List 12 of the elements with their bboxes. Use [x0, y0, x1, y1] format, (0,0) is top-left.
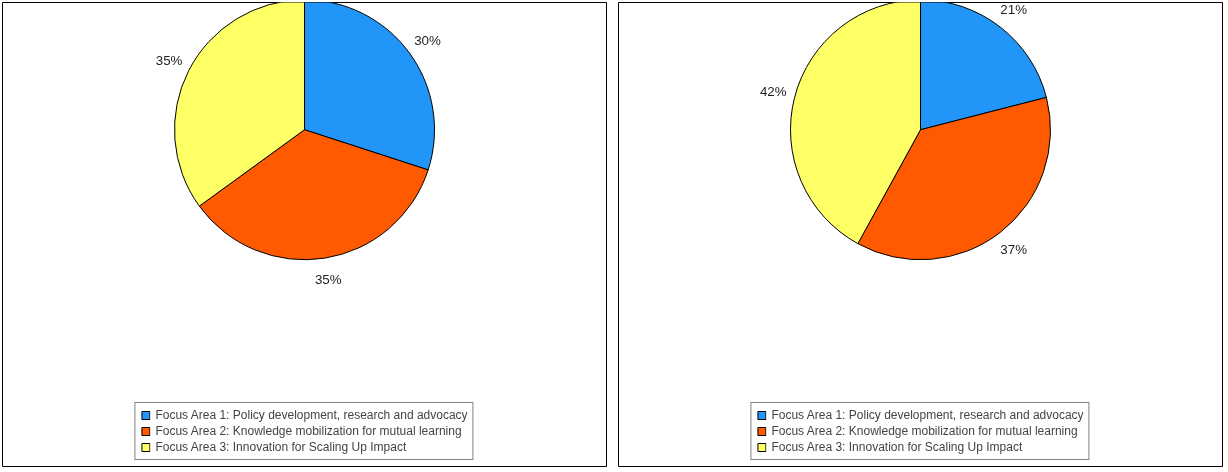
data-label: 35% — [314, 272, 342, 288]
legend-label: Focus Area 3: Innovation for Scaling Up Impact — [771, 440, 1023, 454]
legend-label: Focus Area 3: Innovation for Scaling Up Impact — [155, 440, 407, 454]
legend-label: Focus Area 1: Policy development, research and advocacy — [155, 408, 468, 422]
data-label: 21% — [1000, 2, 1028, 18]
legend-label: Focus Area 2: Knowledge mobilization for mutual learning — [771, 424, 1078, 438]
data-label: 37% — [1000, 242, 1028, 258]
legend-label: Focus Area 1: Policy development, research and advocacy — [771, 408, 1084, 422]
legend-label: Focus Area 2: Knowledge mobilization for mutual learning — [155, 424, 462, 438]
data-label: 35% — [155, 53, 183, 69]
data-label: 42% — [759, 84, 787, 100]
data-label: 30% — [414, 32, 441, 48]
